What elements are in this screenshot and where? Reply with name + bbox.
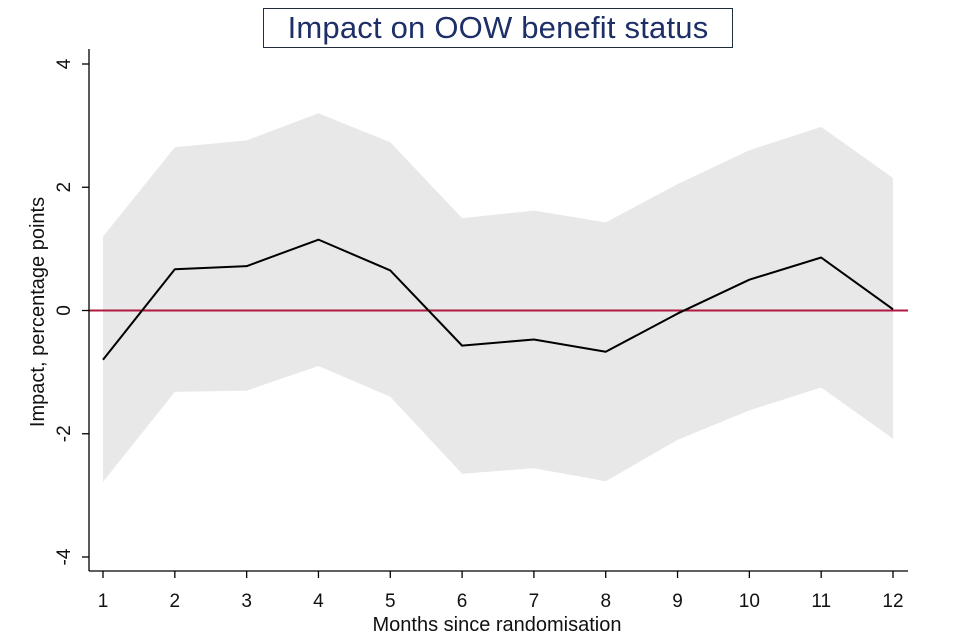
x-tick-label: 10 (739, 591, 760, 612)
impact-line (102, 238, 894, 361)
y-axis-label: Impact, percentage points (27, 197, 49, 427)
x-tick-label: 12 (882, 591, 903, 612)
x-tick-label: 4 (313, 591, 324, 612)
y-tick-label: 0 (54, 305, 75, 316)
x-tick-label: 2 (170, 591, 181, 612)
axes: 420-2-41 2 3 4 5 6 7 8 9 10 11 12 (54, 49, 908, 612)
y-tick-label: -4 (54, 548, 75, 565)
y-tick-label: 2 (54, 182, 75, 193)
x-tick-label: 7 (529, 591, 540, 612)
chart-title: Impact on OOW benefit status (287, 10, 709, 45)
y-tick-label: -2 (54, 425, 75, 442)
chart-title-box: Impact on OOW benefit status (263, 8, 733, 48)
y-tick-label: 4 (54, 58, 75, 69)
confidence-band-layer (103, 113, 893, 482)
impact-line-layer (102, 238, 894, 361)
x-tick-label: 5 (385, 591, 396, 612)
x-tick-label: 9 (672, 591, 683, 612)
x-tick-label: 3 (241, 591, 252, 612)
confidence-band (103, 113, 893, 482)
x-axis-label: Months since randomisation (372, 614, 621, 636)
x-tick-label: 11 (811, 591, 831, 612)
x-tick-label: 1 (98, 591, 109, 612)
x-tick-label: 8 (600, 591, 611, 612)
x-tick-label: 6 (457, 591, 468, 612)
